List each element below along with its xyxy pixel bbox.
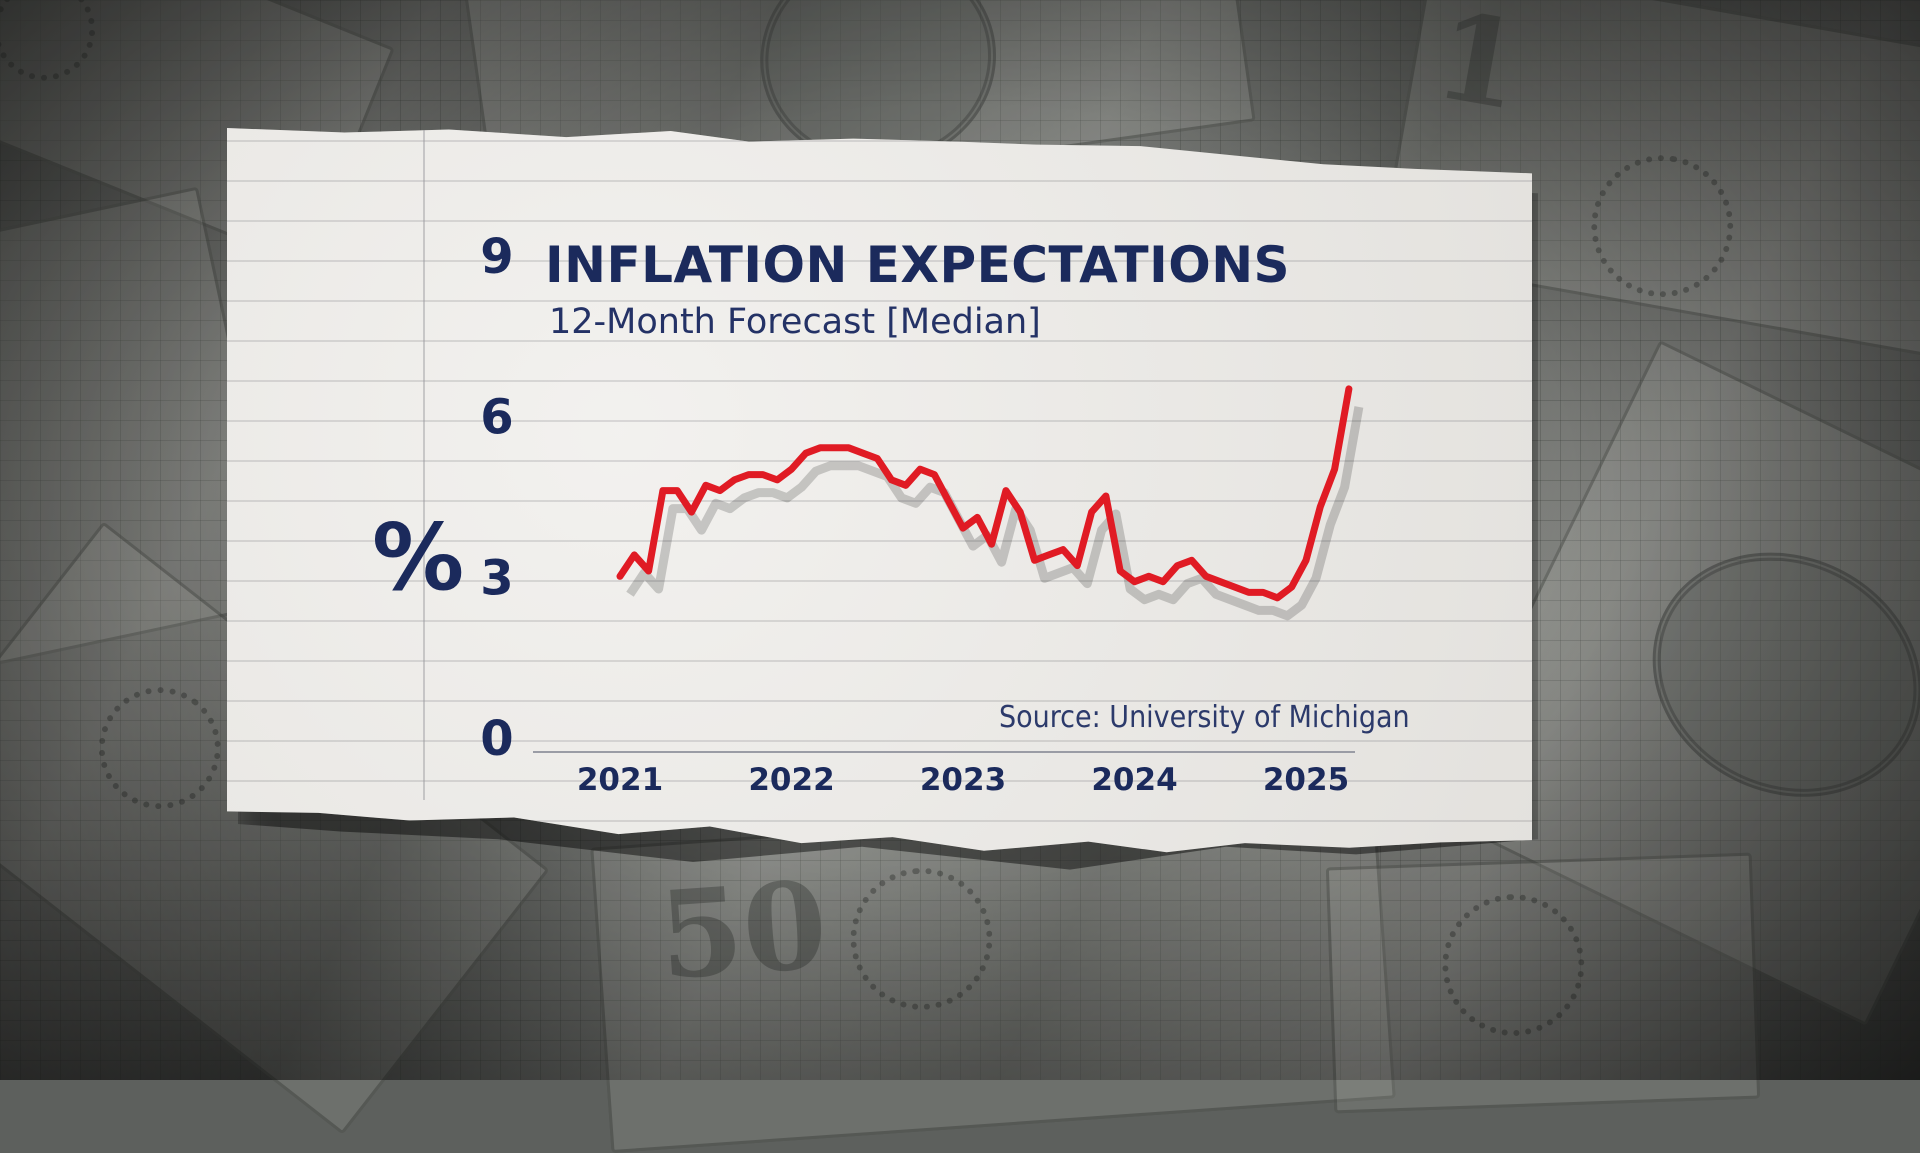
data-point — [688, 509, 695, 516]
source-note: Source: University of Michigan — [999, 700, 1410, 735]
data-point — [1188, 557, 1195, 564]
data-point — [1303, 557, 1309, 564]
data-point — [1174, 562, 1181, 569]
data-point — [1031, 557, 1038, 564]
x-axis-ticks: 2021 2022 2023 2024 2025 — [577, 762, 1349, 798]
x-tick-label: 2022 — [748, 762, 834, 798]
data-point — [631, 551, 638, 558]
data-point — [1245, 589, 1252, 596]
paper-margin-line — [423, 130, 425, 800]
data-point — [645, 568, 652, 574]
data-point — [1217, 578, 1224, 585]
data-point — [1017, 509, 1024, 516]
data-point — [702, 482, 709, 489]
data-point — [731, 476, 738, 483]
data-point — [659, 487, 666, 494]
data-point — [931, 471, 938, 478]
x-tick-label: 2025 — [1263, 762, 1349, 798]
series-layer — [616, 385, 1364, 621]
y-axis-unit-label: % — [372, 504, 465, 611]
y-tick-label: 6 — [480, 390, 513, 446]
y-tick-label: 0 — [480, 711, 513, 767]
y-tick-label: 3 — [480, 550, 513, 606]
data-point — [945, 498, 952, 505]
data-point — [917, 466, 924, 473]
data-point — [817, 444, 824, 451]
data-point — [759, 471, 766, 478]
data-point — [860, 450, 866, 457]
x-tick-label: 2021 — [577, 762, 663, 798]
torn-paper-card — [227, 128, 1532, 853]
data-point — [717, 487, 723, 494]
x-tick-label: 2023 — [920, 762, 1006, 798]
series-line-shadow — [626, 406, 1364, 621]
data-point — [1345, 385, 1352, 392]
data-point — [1274, 594, 1281, 601]
data-point — [1203, 573, 1209, 580]
data-point — [874, 455, 881, 462]
data-point — [1231, 584, 1238, 590]
data-point — [1145, 573, 1152, 580]
data-point — [1060, 546, 1066, 553]
data-point — [1088, 509, 1095, 516]
data-point — [888, 476, 895, 483]
data-point — [974, 514, 981, 521]
data-point — [1331, 466, 1338, 473]
data-point — [1074, 562, 1081, 569]
data-point — [802, 450, 809, 457]
data-point — [1117, 568, 1124, 574]
x-tick-label: 2024 — [1091, 762, 1177, 798]
data-point — [960, 525, 966, 532]
y-axis-ticks: 0 3 6 9 — [480, 229, 513, 767]
chart-subtitle: 12-Month Forecast [Median] — [549, 302, 1041, 342]
data-point — [774, 476, 781, 483]
data-point — [902, 482, 909, 489]
data-point — [1160, 578, 1167, 585]
data-point — [788, 466, 795, 473]
data-point — [1002, 487, 1009, 494]
data-point — [1102, 493, 1109, 499]
line-chart: 0 3 6 9 2021 2022 2023 2024 2025 — [480, 229, 1364, 798]
data-point — [1317, 503, 1324, 510]
data-point — [1131, 578, 1138, 585]
data-point — [1288, 584, 1295, 590]
chart-title: INFLATION EXPECTATIONS — [545, 236, 1291, 294]
series-line-0 — [616, 385, 1353, 602]
data-point — [745, 471, 752, 478]
data-point — [1260, 589, 1267, 596]
data-point — [1045, 551, 1052, 558]
data-point — [845, 444, 852, 451]
data-point — [674, 487, 681, 494]
y-tick-label: 9 — [480, 229, 513, 285]
data-point — [617, 573, 623, 580]
data-point — [831, 444, 838, 451]
data-point — [988, 541, 995, 548]
